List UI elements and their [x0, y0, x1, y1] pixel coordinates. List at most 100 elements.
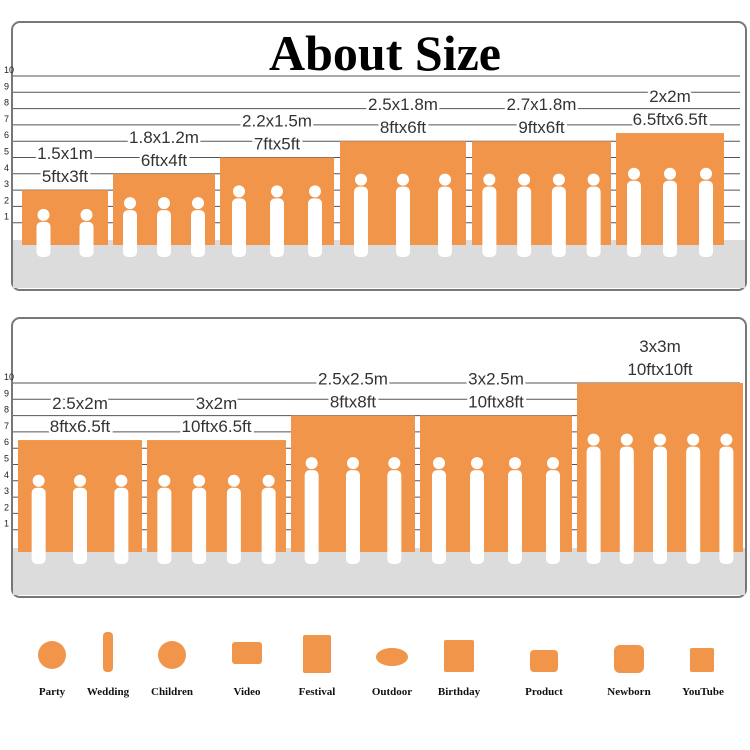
metric-size: 2.5x1.8m	[368, 95, 438, 114]
silhouette-head	[192, 197, 204, 210]
ruler-label: 3	[4, 486, 9, 496]
silhouette-head	[552, 173, 565, 186]
silhouette-body	[699, 180, 713, 257]
ruler-label: 6	[4, 130, 9, 140]
silhouette-head	[262, 474, 275, 487]
metric-size: 2.5x2.5m	[318, 370, 388, 389]
ruler-label: 9	[4, 81, 9, 91]
silhouette-head	[439, 173, 451, 186]
silhouette-body	[438, 186, 452, 257]
silhouette-body	[73, 487, 87, 564]
use-label: Newborn	[607, 686, 650, 698]
ruler-label: 7	[4, 114, 9, 124]
imperial-size: 10ftx6.5ft	[182, 417, 252, 436]
silhouette-head	[32, 474, 45, 487]
ruler-label: 3	[4, 179, 9, 189]
use-label: YouTube	[682, 686, 724, 698]
title: About Size	[269, 25, 501, 81]
silhouette-head	[518, 173, 531, 186]
silhouette-body	[387, 470, 402, 564]
silhouette-body	[31, 487, 46, 564]
silhouette-body	[432, 470, 446, 564]
silhouette-body	[192, 487, 207, 564]
silhouette-head	[664, 167, 676, 180]
silhouette-body	[346, 470, 360, 564]
imperial-size: 9ftx6ft	[518, 118, 565, 137]
imperial-size: 6.5ftx6.5ft	[633, 110, 708, 129]
silhouette-head	[433, 457, 445, 470]
icon-row	[38, 632, 714, 673]
silhouette-head	[687, 433, 700, 446]
silhouette-body	[270, 198, 284, 257]
size-panel: 1 2 3 4 5 6 7 8 9 10 8ftx6.5ft 2.5x2m 10ftx6.5ft 3x2m…	[4, 335, 745, 595]
silhouette-head	[547, 457, 559, 470]
icon	[303, 635, 331, 673]
silhouette-body	[354, 186, 368, 257]
silhouette-head	[309, 185, 321, 198]
icon	[690, 648, 714, 672]
use-label: Festival	[299, 686, 336, 698]
ruler-label: 4	[4, 470, 9, 480]
silhouette-body	[508, 470, 522, 564]
use-label: Children	[151, 686, 193, 698]
ruler-label: 9	[4, 388, 9, 398]
silhouette-head	[720, 433, 733, 446]
silhouette-body	[157, 210, 171, 257]
metric-size: 1.5x1m	[37, 144, 93, 163]
silhouette-body	[619, 446, 634, 564]
silhouette-head	[158, 197, 170, 210]
silhouette-head	[227, 474, 240, 487]
silhouette-body	[653, 446, 667, 564]
silhouette-body	[157, 487, 172, 564]
ruler-label: 1	[4, 519, 9, 529]
icon	[38, 641, 66, 669]
silhouette-body	[663, 180, 677, 257]
imperial-size: 10ftx8ft	[468, 393, 524, 412]
silhouette-body	[79, 221, 94, 257]
silhouette-body	[719, 446, 734, 564]
metric-size: 2.7x1.8m	[507, 95, 577, 114]
silhouette-body	[123, 210, 137, 257]
silhouette-head	[471, 457, 483, 470]
silhouette-head	[193, 474, 206, 487]
silhouette-body	[191, 210, 205, 257]
imperial-size: 8ftx6ft	[380, 118, 427, 137]
silhouette-body	[308, 198, 322, 257]
ruler-label: 2	[4, 502, 9, 512]
metric-size: 3x2.5m	[468, 370, 524, 389]
silhouette-head	[347, 457, 359, 470]
silhouette-body	[261, 487, 276, 564]
silhouette-head	[388, 457, 401, 470]
silhouette-head	[355, 173, 367, 186]
imperial-size: 6ftx4ft	[141, 151, 188, 170]
silhouette-body	[551, 186, 566, 257]
ruler-label: 5	[4, 147, 9, 157]
ruler-label: 5	[4, 454, 9, 464]
ruler-label: 1	[4, 212, 9, 222]
use-label: Wedding	[87, 686, 130, 698]
imperial-size: 8ftx8ft	[330, 393, 377, 412]
imperial-size: 8ftx6.5ft	[50, 417, 111, 436]
imperial-size: 7ftx5ft	[254, 135, 301, 154]
icon	[376, 648, 408, 666]
silhouette-body	[586, 186, 601, 257]
silhouette-head	[483, 173, 496, 186]
silhouette-head	[233, 185, 245, 198]
silhouette-body	[517, 186, 532, 257]
silhouette-body	[304, 470, 319, 564]
icon	[158, 641, 186, 669]
icon	[614, 645, 644, 673]
icon	[530, 650, 558, 672]
ruler-label: 6	[4, 437, 9, 447]
silhouette-head	[509, 457, 521, 470]
ruler-label: 4	[4, 163, 9, 173]
use-label: Birthday	[438, 686, 481, 698]
silhouette-head	[158, 474, 171, 487]
silhouette-head	[37, 208, 50, 221]
ruler-label: 10	[4, 65, 14, 75]
silhouette-head	[80, 208, 93, 221]
ruler-label: 8	[4, 98, 9, 108]
silhouette-body	[114, 487, 129, 564]
silhouette-head	[654, 433, 666, 446]
